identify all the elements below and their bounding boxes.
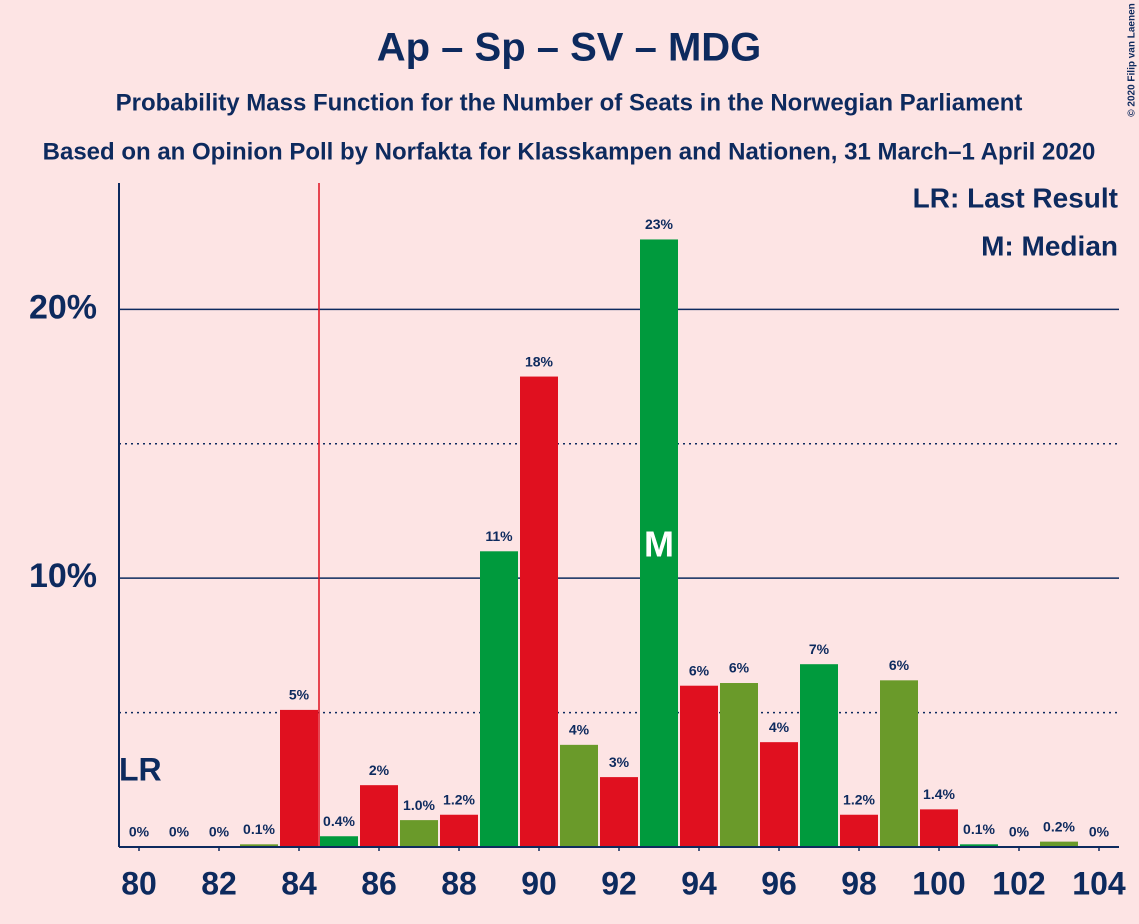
value-label: 6% — [729, 660, 750, 676]
value-label: 7% — [809, 641, 830, 657]
bar — [240, 844, 278, 847]
bar — [440, 814, 478, 847]
bar — [760, 742, 798, 847]
bar — [680, 685, 718, 847]
x-tick-label: 96 — [761, 865, 797, 901]
bar — [480, 551, 518, 847]
value-label: 3% — [609, 754, 630, 770]
bar — [280, 709, 318, 847]
value-label: 0.2% — [1043, 818, 1075, 834]
value-label: 0.4% — [323, 813, 355, 829]
value-label: 1.0% — [403, 797, 435, 813]
value-label: 6% — [889, 657, 910, 673]
bar — [920, 809, 958, 847]
x-tick-label: 84 — [281, 865, 317, 901]
value-label: 0% — [1089, 824, 1110, 840]
bar — [720, 683, 758, 847]
value-label: 4% — [569, 722, 590, 738]
value-label: 0% — [169, 824, 190, 840]
legend-entry: LR: Last Result — [913, 182, 1118, 213]
bar — [400, 820, 438, 847]
x-tick-label: 98 — [841, 865, 877, 901]
value-label: 11% — [485, 528, 513, 544]
last-result-label: LR — [119, 751, 162, 787]
chart-subtitle: Based on an Opinion Poll by Norfakta for… — [43, 138, 1096, 165]
bar — [1040, 841, 1078, 847]
bar — [600, 777, 638, 847]
legend-entry: M: Median — [981, 230, 1118, 261]
value-label: 18% — [525, 353, 554, 369]
value-label: 0.1% — [963, 821, 995, 837]
value-label: 1.4% — [923, 786, 955, 802]
value-label: 0% — [129, 824, 150, 840]
x-tick-label: 100 — [912, 865, 965, 901]
value-label: 0% — [1009, 824, 1030, 840]
value-label: 2% — [369, 762, 390, 778]
x-tick-label: 94 — [681, 865, 717, 901]
value-label: 6% — [689, 662, 710, 678]
value-label: 23% — [645, 216, 674, 232]
value-label: 1.2% — [843, 791, 875, 807]
x-tick-label: 104 — [1072, 865, 1126, 901]
median-label: M — [644, 524, 674, 565]
y-tick-label: 20% — [29, 288, 97, 326]
x-tick-label: 88 — [441, 865, 477, 901]
bar — [840, 814, 878, 847]
chart-subtitle: Probability Mass Function for the Number… — [116, 89, 1023, 116]
bar — [320, 836, 358, 847]
bar — [880, 680, 918, 847]
x-tick-label: 92 — [601, 865, 637, 901]
value-label: 5% — [289, 687, 310, 703]
bar — [960, 844, 998, 847]
value-label: 0% — [209, 824, 230, 840]
bar — [560, 744, 598, 847]
x-tick-label: 86 — [361, 865, 397, 901]
copyright: © 2020 Filip van Laenen — [1127, 3, 1138, 117]
bar — [520, 376, 558, 847]
x-tick-label: 82 — [201, 865, 237, 901]
x-tick-label: 102 — [992, 865, 1045, 901]
bar — [800, 664, 838, 847]
value-label: 4% — [769, 719, 790, 735]
chart-title: Ap – Sp – SV – MDG — [377, 26, 762, 70]
x-tick-label: 90 — [521, 865, 557, 901]
y-tick-label: 10% — [29, 557, 97, 595]
value-label: 1.2% — [443, 791, 475, 807]
bar — [360, 785, 398, 847]
bar — [640, 239, 678, 848]
x-tick-label: 80 — [121, 865, 157, 901]
value-label: 0.1% — [243, 821, 275, 837]
